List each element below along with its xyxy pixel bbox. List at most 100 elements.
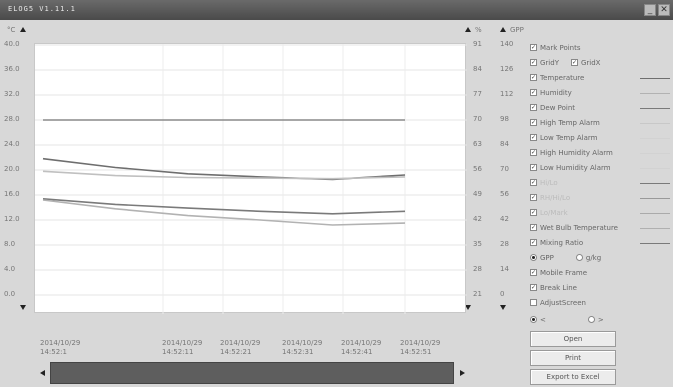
- x-tick-date: 2014/10/29: [282, 339, 323, 347]
- option-rh-hi-lo[interactable]: RH/Hi/Lo: [530, 192, 570, 204]
- checkbox-icon[interactable]: [530, 298, 537, 306]
- checkbox-icon[interactable]: [530, 73, 537, 81]
- right-axis-1-up-arrow-icon[interactable]: [465, 27, 471, 32]
- checkbox-icon[interactable]: [530, 223, 537, 231]
- right-axis-1-down-arrow-icon[interactable]: [465, 305, 471, 310]
- minimize-button[interactable]: _: [644, 4, 656, 16]
- right-axis-2-tick: 28: [500, 240, 509, 248]
- option-label: RH/Hi/Lo: [540, 194, 571, 202]
- chart-plot-area[interactable]: [34, 43, 467, 314]
- x-tick-time: 14:52:1: [40, 348, 67, 356]
- checkbox-icon[interactable]: [530, 43, 537, 51]
- radio-icon[interactable]: [530, 253, 537, 261]
- option-label: Lo/Mark: [540, 209, 568, 217]
- legend-swatch: [640, 138, 670, 139]
- radio-zoom-right[interactable]: >: [587, 315, 604, 324]
- checkbox-icon[interactable]: [530, 208, 537, 216]
- series-line-dew-point: [42, 198, 406, 215]
- scroll-left-arrow-icon[interactable]: [40, 370, 45, 376]
- checkbox-icon[interactable]: [530, 268, 537, 276]
- option-dew-point[interactable]: Dew Point: [530, 102, 575, 114]
- checkbox-icon[interactable]: [570, 58, 578, 66]
- left-axis-tick: 32.0: [4, 90, 20, 98]
- option-label: Break Line: [540, 284, 577, 292]
- checkbox-icon[interactable]: [530, 238, 537, 246]
- checkbox-icon[interactable]: [530, 133, 537, 141]
- right-axis-2-tick: 140: [500, 40, 514, 48]
- legend-swatch: [640, 108, 670, 109]
- x-axis-tick: 2014/10/29 14:52:31: [282, 339, 322, 357]
- option-lo-mark[interactable]: Lo/Mark: [530, 207, 568, 219]
- legend-swatch: [640, 78, 670, 79]
- open-button[interactable]: Open: [530, 331, 616, 347]
- checkbox-icon[interactable]: [530, 193, 537, 201]
- option-low-temp-alarm[interactable]: Low Temp Alarm: [530, 132, 598, 144]
- option-label: Hi/Lo: [540, 179, 558, 187]
- checkbox-icon[interactable]: [530, 163, 537, 171]
- radio-label: >: [597, 316, 604, 324]
- right-axis-1-tick: 21: [473, 290, 482, 298]
- option-break-line[interactable]: Break Line: [530, 282, 577, 294]
- option-gridy[interactable]: GridY GridX: [530, 57, 600, 69]
- radio-gpp[interactable]: GPP: [530, 253, 554, 262]
- radio-icon[interactable]: [587, 315, 595, 323]
- option-humidity[interactable]: Humidity: [530, 87, 572, 99]
- right-axis-1-tick: 70: [473, 115, 482, 123]
- option-label: Humidity: [540, 89, 572, 97]
- checkbox-icon[interactable]: [530, 148, 537, 156]
- line-chart: [35, 44, 467, 314]
- close-button[interactable]: ✕: [658, 4, 670, 16]
- option-high-temp-alarm[interactable]: High Temp Alarm: [530, 117, 600, 129]
- checkbox-icon[interactable]: [530, 283, 537, 291]
- radio-icon[interactable]: [530, 315, 537, 323]
- right-axis-2-tick: 0: [500, 290, 505, 298]
- radio-gkg[interactable]: g/kg: [575, 253, 601, 262]
- x-axis-tick: 2014/10/29 14:52:1: [40, 339, 80, 357]
- checkbox-icon[interactable]: [530, 118, 537, 126]
- option-wet-bulb-temperature[interactable]: Wet Bulb Temperature: [530, 222, 618, 234]
- option-temperature[interactable]: Temperature: [530, 72, 584, 84]
- legend-swatch: [640, 228, 670, 229]
- x-tick-date: 2014/10/29: [220, 339, 261, 347]
- right-axis-2-tick: 42: [500, 215, 509, 223]
- option-label: Dew Point: [540, 104, 576, 112]
- right-axis-2-up-arrow-icon[interactable]: [500, 27, 506, 32]
- x-tick-time: 14:52:21: [220, 348, 252, 356]
- option-low-humidity-alarm[interactable]: Low Humidity Alarm: [530, 162, 611, 174]
- left-axis-down-arrow-icon[interactable]: [20, 305, 26, 310]
- export-to-excel-button[interactable]: Export to Excel: [530, 369, 616, 385]
- horizontal-scrollbar[interactable]: [50, 362, 454, 384]
- scroll-right-arrow-icon[interactable]: [460, 370, 465, 376]
- right-axis-2-tick: 70: [500, 165, 509, 173]
- option-mixing-ratio[interactable]: Mixing Ratio: [530, 237, 583, 249]
- unit-radio-group: GPP g/kg: [530, 252, 601, 264]
- right-axis-2-tick: 56: [500, 190, 509, 198]
- left-axis-up-arrow-icon[interactable]: [20, 27, 26, 32]
- checkbox-icon[interactable]: [530, 178, 537, 186]
- radio-zoom-left[interactable]: <: [530, 315, 546, 324]
- left-axis-tick: 28.0: [4, 115, 20, 123]
- right-axis-2-unit: GPP: [510, 26, 524, 34]
- radio-icon[interactable]: [575, 253, 583, 261]
- right-axis-1-tick: 49: [473, 190, 482, 198]
- x-axis-tick: 2014/10/29 14:52:21: [220, 339, 260, 357]
- option-adjust-screen[interactable]: AdjustScreen: [530, 297, 586, 309]
- checkbox-icon[interactable]: [530, 88, 537, 96]
- option-label: Mark Points: [540, 44, 581, 52]
- checkbox-icon[interactable]: [530, 103, 537, 111]
- checkbox-icon[interactable]: [530, 58, 537, 66]
- series-line-temperature: [42, 157, 406, 181]
- option-mark-points[interactable]: Mark Points: [530, 42, 581, 54]
- option-gridx[interactable]: GridX: [570, 58, 600, 67]
- option-hi-lo[interactable]: Hi/Lo: [530, 177, 558, 189]
- right-axis-2-down-arrow-icon[interactable]: [500, 305, 506, 310]
- option-high-humidity-alarm[interactable]: High Humidity Alarm: [530, 147, 613, 159]
- x-tick-time: 14:52:31: [282, 348, 314, 356]
- series-line-wet-bulb-temperature: [42, 170, 406, 180]
- option-mobile-frame[interactable]: Mobile Frame: [530, 267, 587, 279]
- left-axis-unit: °C: [7, 26, 16, 34]
- option-label: AdjustScreen: [540, 299, 586, 307]
- x-tick-date: 2014/10/29: [162, 339, 203, 347]
- print-button[interactable]: Print: [530, 350, 616, 366]
- x-tick-time: 14:52:11: [162, 348, 194, 356]
